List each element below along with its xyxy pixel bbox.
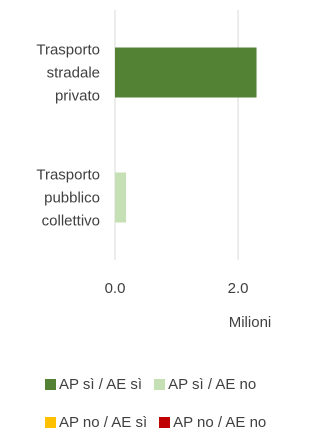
legend-label-0: AP sì / AE sì (59, 376, 143, 393)
legend-label-1: AP sì / AE no (168, 376, 257, 393)
legend-row-2: AP no / AE sì AP no / AE no (45, 414, 266, 431)
legend-row-1: AP sì / AE sì AP sì / AE no (45, 376, 256, 393)
bars (115, 47, 257, 223)
legend-swatch-3 (159, 417, 171, 428)
legend-label-3: AP no / AE no (173, 414, 267, 431)
axis-unit-label: Milioni (229, 314, 272, 331)
chart-plot: Trasporto stradale privato Trasporto pubblic… (36, 10, 272, 331)
x-tick-labels: 0.0 2.0 (105, 280, 249, 297)
legend-item-2: AP no / AE sì (45, 414, 147, 431)
legend-item-0: AP sì / AE sì (45, 376, 142, 393)
legend-swatch-2 (45, 417, 56, 428)
bar-1-series-1 (115, 172, 127, 223)
category-label-0: Trasporto stradale privato (36, 42, 100, 105)
legend-label-2: AP no / AE sì (59, 414, 148, 431)
category-labels: Trasporto stradale privato Trasporto pubblic… (36, 42, 100, 230)
legend-swatch-0 (45, 379, 56, 390)
x-tick-label-0: 0.0 (105, 280, 126, 297)
x-tick-label-1: 2.0 (228, 280, 249, 297)
legend-item-1: AP sì / AE no (154, 376, 256, 393)
legend-swatch-1 (154, 379, 166, 390)
category-label-1: Trasporto pubblico collettivo (36, 167, 100, 230)
legend-item-3: AP no / AE no (159, 414, 266, 431)
bar-0-series-0 (115, 47, 257, 98)
